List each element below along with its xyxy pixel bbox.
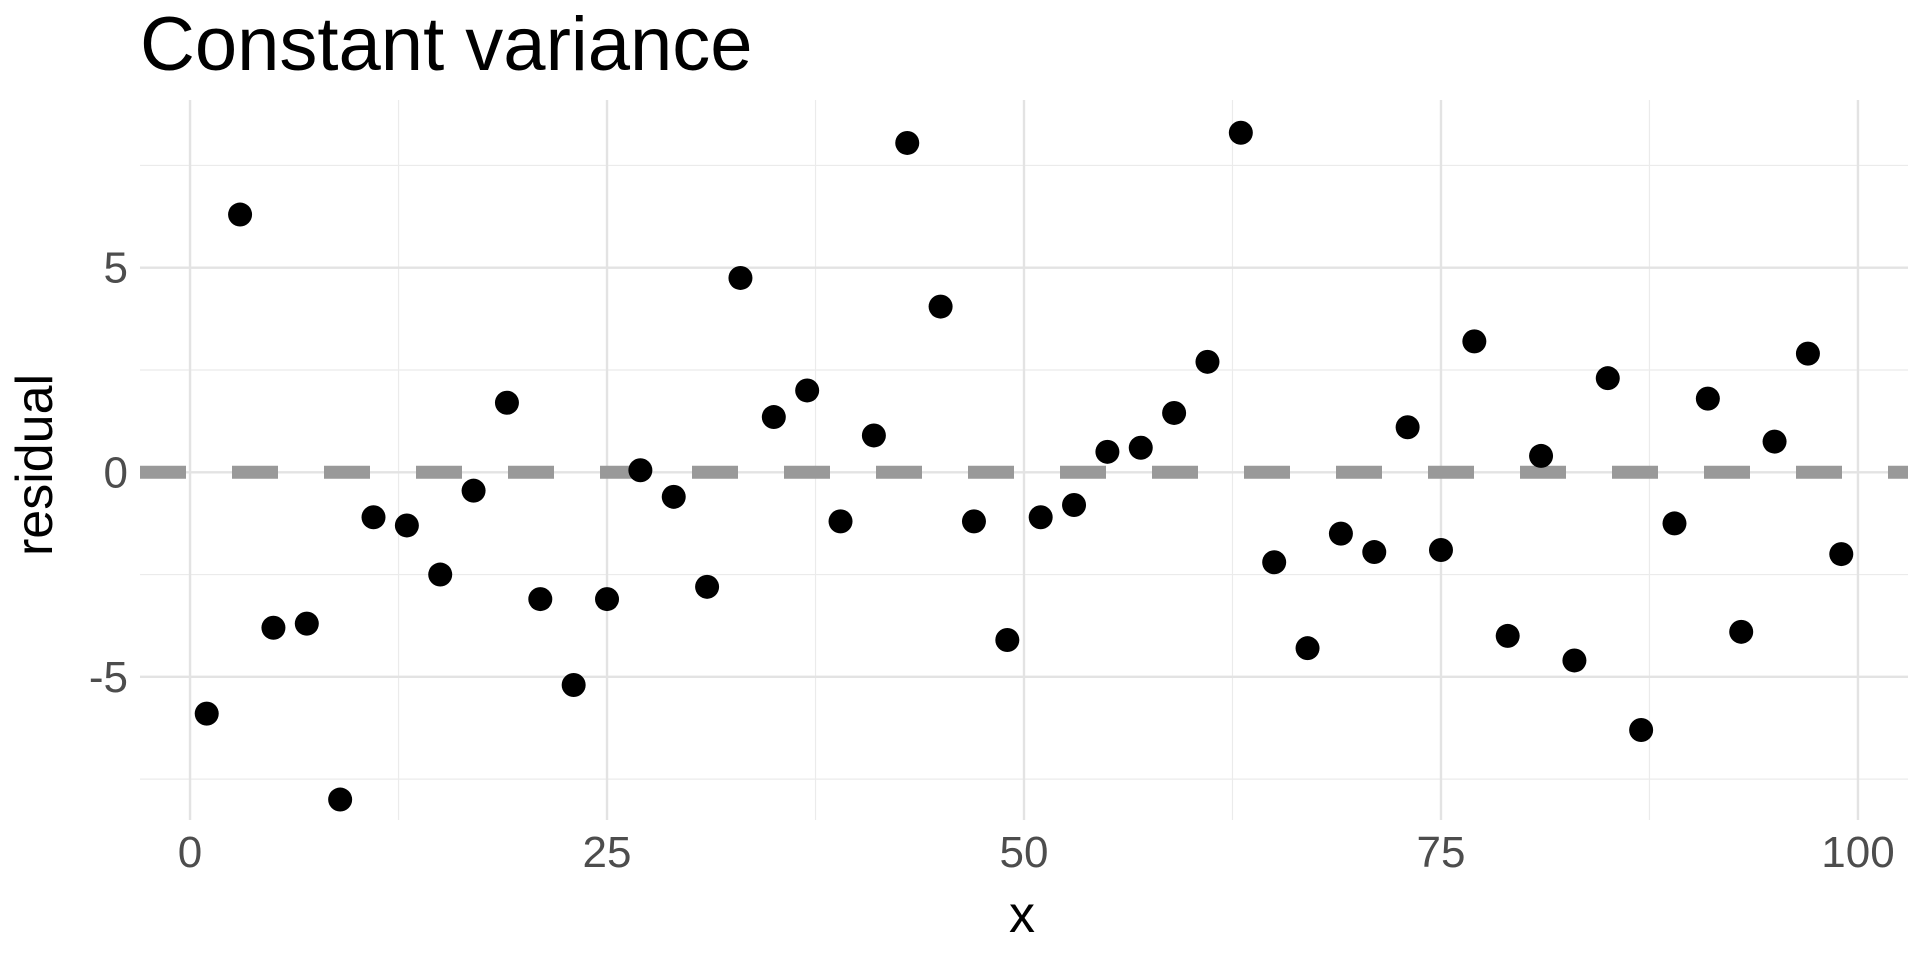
- data-point: [1328, 521, 1353, 546]
- data-point: [361, 505, 386, 530]
- data-point: [1762, 429, 1787, 454]
- data-point: [1462, 329, 1487, 354]
- data-point: [1629, 718, 1654, 742]
- data-points: [194, 120, 1854, 812]
- x-tick-label: 100: [1821, 828, 1894, 877]
- data-point: [595, 587, 620, 612]
- data-point: [294, 611, 319, 636]
- data-point: [1662, 511, 1687, 536]
- y-tick-labels: -5 0 5: [89, 244, 128, 702]
- data-point: [1695, 386, 1720, 411]
- data-point: [1829, 542, 1854, 567]
- data-point: [194, 701, 219, 726]
- data-point: [1195, 349, 1220, 374]
- data-point: [328, 787, 353, 812]
- data-point: [895, 130, 920, 155]
- y-axis-title: residual: [6, 374, 64, 556]
- data-point: [828, 509, 853, 534]
- data-point: [461, 478, 486, 503]
- data-point: [228, 202, 253, 227]
- data-point: [928, 294, 953, 319]
- data-point: [1062, 493, 1087, 517]
- chart-title: Constant variance: [140, 2, 753, 87]
- data-point: [494, 390, 519, 415]
- data-point: [1095, 439, 1120, 464]
- data-point: [1729, 619, 1754, 644]
- data-point: [995, 628, 1020, 652]
- data-point: [761, 405, 786, 430]
- data-point: [1162, 400, 1187, 425]
- data-point: [661, 484, 686, 509]
- data-point: [1262, 550, 1287, 575]
- data-point: [1529, 443, 1554, 468]
- data-point: [795, 378, 820, 403]
- data-point: [1362, 540, 1387, 565]
- data-point: [628, 458, 653, 483]
- data-point: [728, 265, 753, 290]
- data-point: [695, 574, 720, 599]
- data-point: [1228, 120, 1253, 145]
- data-point: [394, 513, 419, 538]
- x-axis-title: x: [1009, 886, 1035, 944]
- data-point: [1795, 341, 1820, 366]
- data-point: [261, 615, 286, 640]
- data-point: [528, 587, 553, 612]
- data-point: [1495, 623, 1520, 648]
- y-tick-label: 0: [104, 448, 128, 497]
- data-point: [1595, 366, 1620, 391]
- x-tick-label: 50: [1000, 828, 1049, 877]
- data-point: [561, 673, 586, 697]
- x-tick-label: 0: [178, 828, 202, 877]
- data-point: [1295, 636, 1320, 661]
- y-tick-label: -5: [89, 653, 128, 702]
- data-point: [1428, 538, 1453, 562]
- x-tick-labels: 0 25 50 75 100: [178, 828, 1895, 877]
- data-point: [1562, 648, 1587, 673]
- x-tick-label: 25: [583, 828, 632, 877]
- data-point: [961, 509, 986, 534]
- x-tick-label: 75: [1417, 828, 1466, 877]
- y-tick-label: 5: [104, 244, 128, 293]
- data-point: [428, 562, 453, 587]
- data-point: [1028, 505, 1053, 530]
- data-point: [861, 423, 886, 448]
- data-point: [1395, 415, 1420, 440]
- grid-major: [140, 100, 1908, 820]
- data-point: [1128, 435, 1153, 460]
